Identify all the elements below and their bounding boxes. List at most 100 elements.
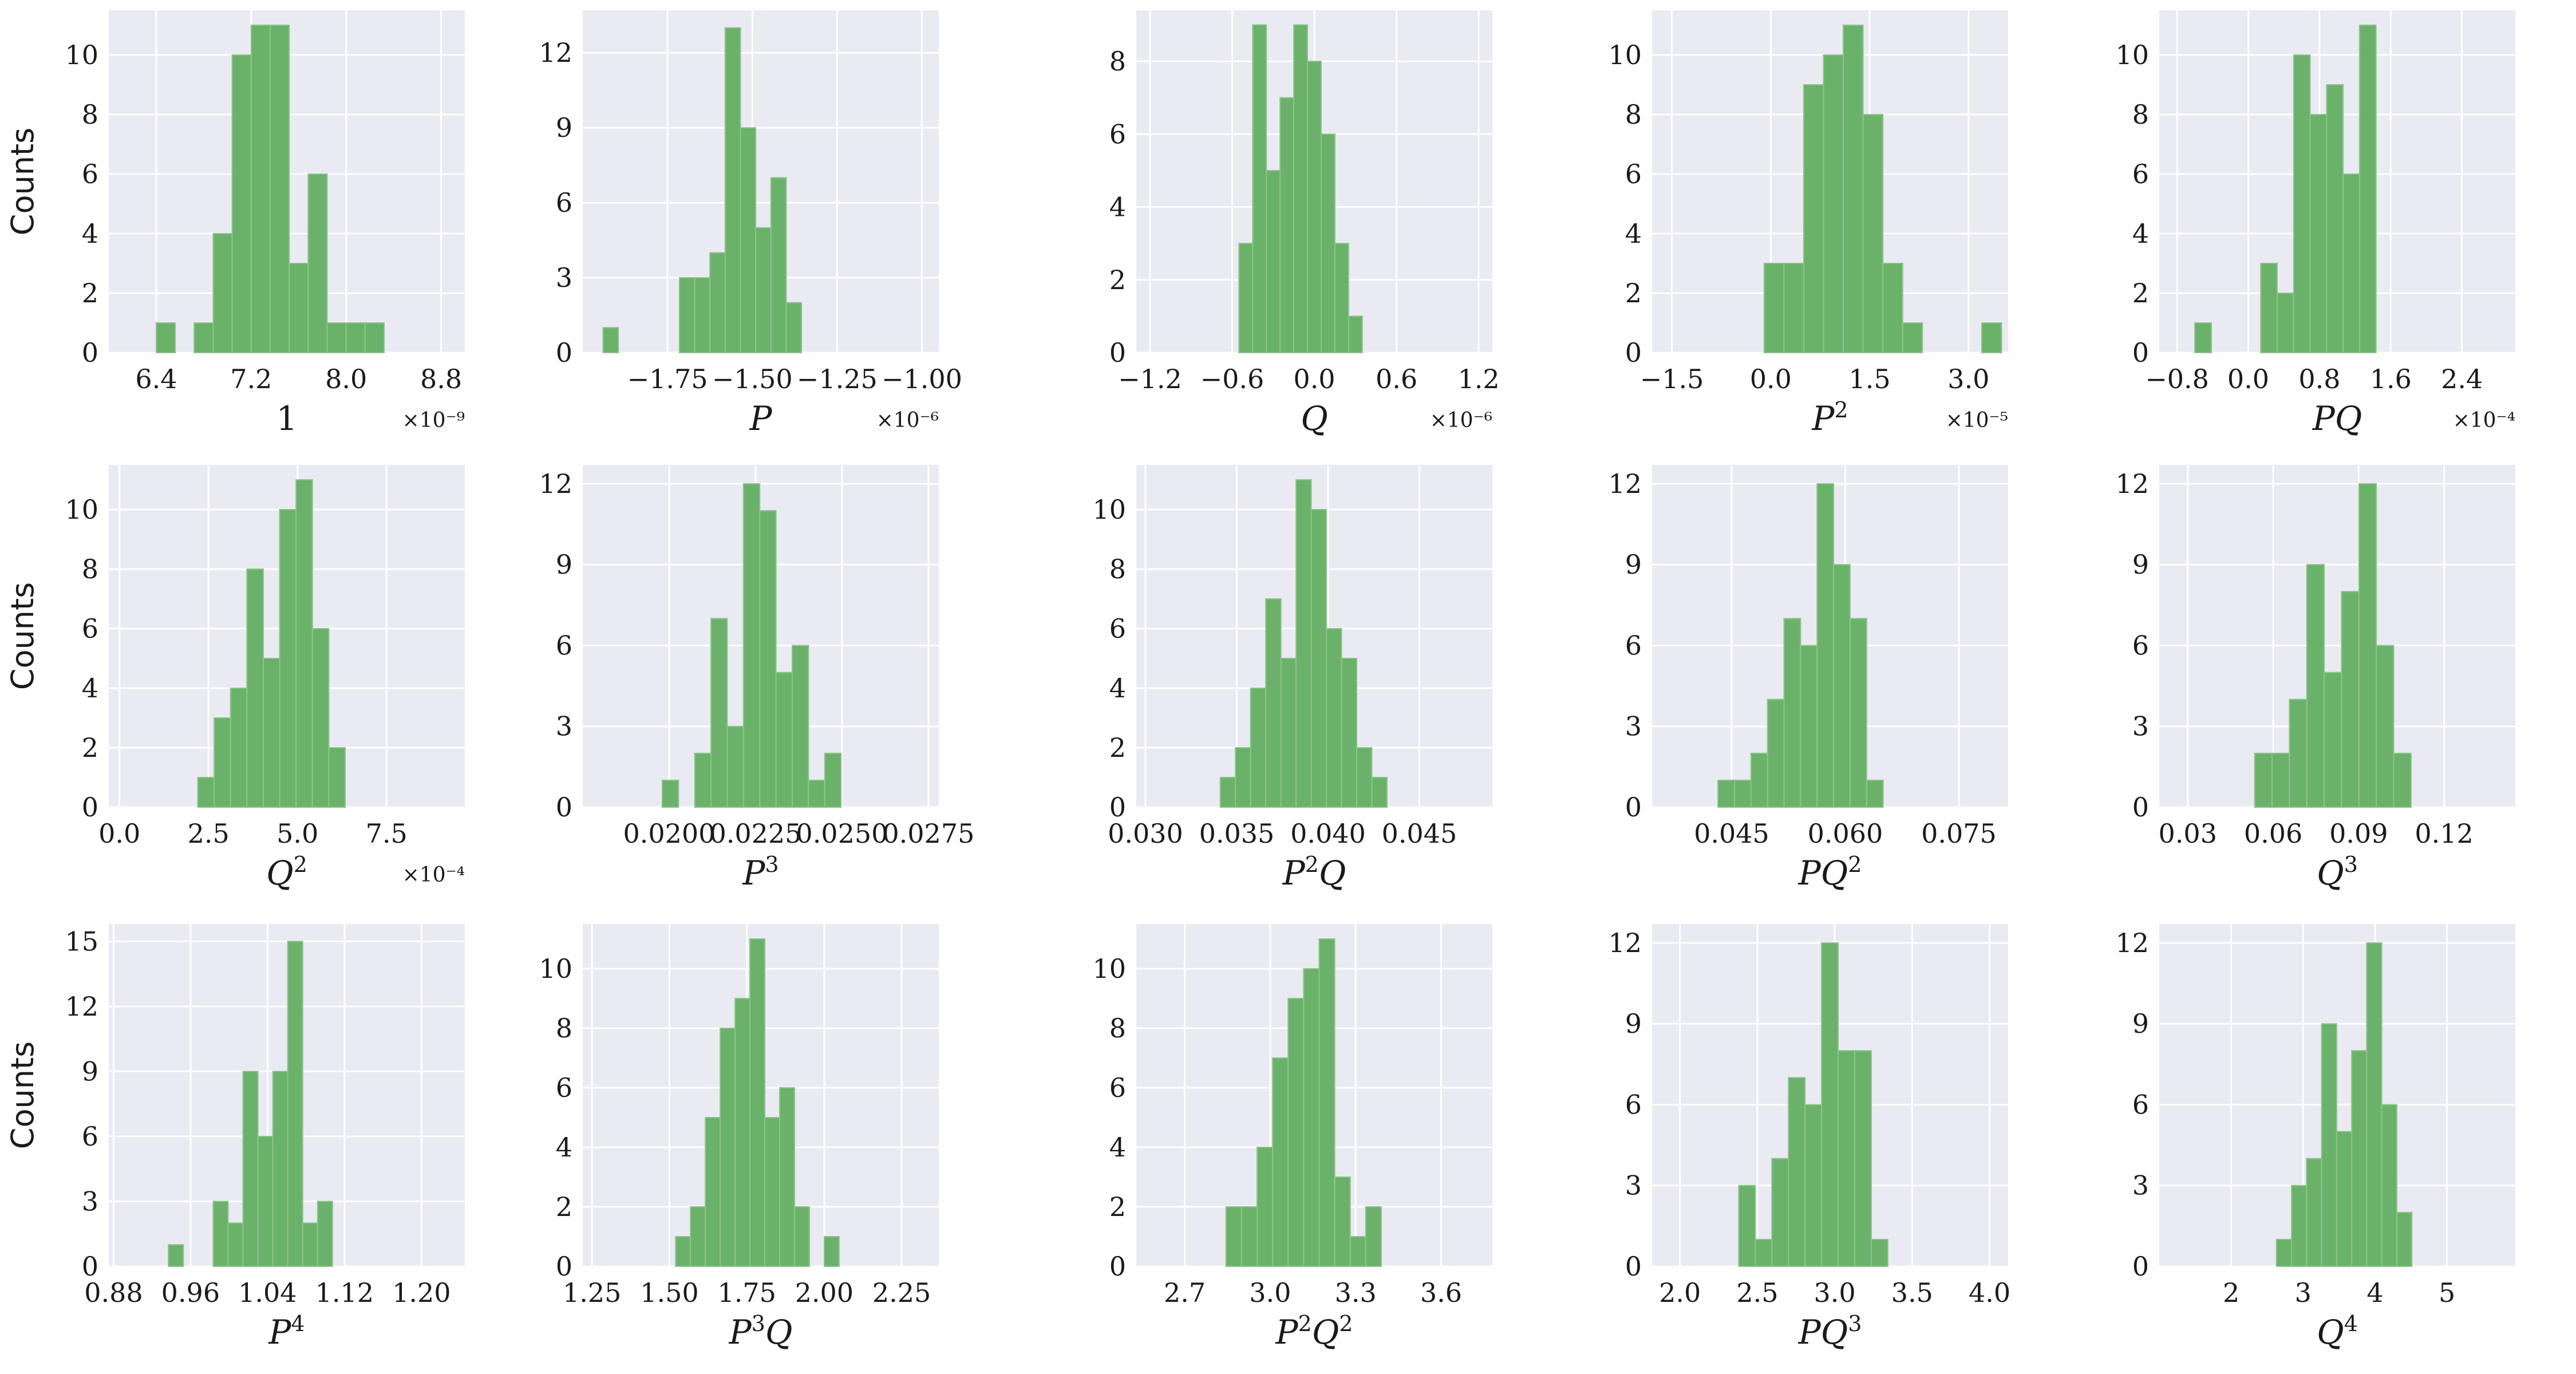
x-tick-label: 0.060 [1808,818,1883,849]
y-axis-label: Counts [5,128,41,236]
y-tick-label: 0 [1109,337,1126,368]
histogram-bar [242,1071,259,1267]
histogram-bar [1334,1176,1351,1267]
histogram-bar [1849,618,1867,808]
x-axis-label: 1 [276,399,298,438]
histogram-bar [602,327,619,353]
histogram-bar [1310,509,1327,808]
histogram-panel-5: 0 2 4 6 8 10 −0.8 0.0 0.8 1.6 2.4 PQ ×10⁻⁴ [2115,10,2515,438]
y-tick-label: 8 [556,1013,572,1044]
y-tick-label: 9 [556,112,572,143]
axis-exponent-label: ×10⁻⁵ [1946,409,2008,432]
y-tick-label: 3 [82,1186,98,1217]
x-tick-label: 2 [2223,1277,2239,1308]
y-tick-label: 4 [2132,218,2149,249]
x-tick-label: 3.0 [1814,1277,1856,1308]
histogram-bar [2309,114,2328,353]
histogram-bar [364,322,385,353]
x-tick-label: 0.0 [2227,364,2269,394]
histogram-bar [2324,672,2342,808]
x-tick-label: 2.5 [1736,1277,1778,1308]
y-tick-label: 3 [1625,1170,1642,1201]
x-tick-label: 0.040 [1290,818,1366,849]
histogram-bar [705,1117,721,1267]
histogram-panel-8: 0 2 4 6 8 10 0.030 0.035 0.040 0.045 P2Q [1092,465,1492,893]
histogram-bar [1240,1206,1258,1267]
y-tick-label: 6 [1109,613,1126,644]
x-tick-label: 1.20 [392,1277,451,1308]
histogram-bar [2260,263,2278,353]
y-tick-label: 2 [82,732,98,763]
x-tick-label: 0.035 [1199,818,1275,849]
histogram-panel-15: 0 3 6 9 12 2 3 4 5 Q4 [2115,924,2515,1352]
histogram-bar [1738,1185,1756,1268]
axis-exponent-label: ×10⁻⁶ [1430,409,1492,432]
histogram-bar [1717,779,1735,808]
x-tick-label: 3.0 [1947,364,1989,394]
histogram-bar [1238,243,1254,353]
histogram-bar [1303,968,1320,1267]
histogram-bar [2381,1104,2397,1268]
histogram-bar [1235,747,1251,808]
x-axis-label: PQ3 [1798,1311,1862,1352]
y-tick-label: 3 [556,711,572,742]
y-tick-label: 8 [1109,554,1126,585]
histogram-bar [1771,1158,1789,1268]
histogram-bar [1326,628,1342,808]
histogram-bar [2351,1050,2368,1268]
y-tick-label: 2 [1625,278,1642,309]
histogram-bar [1870,1238,1888,1267]
histogram-bar [2275,1238,2293,1267]
histogram-bar [279,509,297,808]
y-tick-label: 6 [1625,630,1642,661]
y-tick-label: 10 [2115,40,2149,70]
y-tick-label: 2 [82,278,98,309]
y-tick-label: 0 [1109,792,1126,823]
histogram-bar [1272,1057,1289,1267]
x-tick-label: 3.3 [1335,1277,1377,1308]
histogram-bar [295,479,313,808]
histogram-bar [272,1071,289,1267]
histogram-bar [302,1222,318,1267]
y-tick-label: 12 [539,468,572,499]
x-tick-label: −1.75 [627,364,708,394]
y-tick-label: 6 [82,613,98,644]
histogram-bar [755,227,772,353]
y-tick-label: 0 [556,337,572,368]
histogram-bar [289,263,309,353]
x-tick-label: 0.075 [1921,818,1997,849]
y-tick-label: 9 [82,1056,98,1087]
histogram-bar [262,658,280,808]
y-tick-label: 0 [2132,337,2149,368]
histogram-bar [212,233,233,353]
x-tick-label: 0.6 [1376,364,1417,394]
x-tick-label: 0.045 [1694,818,1769,849]
x-tick-label: 0.09 [2329,818,2388,849]
axis-exponent-label: ×10⁻⁶ [876,409,939,432]
x-tick-label: 1.12 [315,1277,374,1308]
y-tick-label: 4 [82,218,98,249]
y-tick-label: 2 [556,1191,572,1222]
y-tick-label: 4 [1625,218,1642,249]
y-tick-label: 6 [82,1121,98,1152]
histogram-bar [2396,1211,2413,1267]
y-tick-label: 0 [2132,792,2149,823]
histogram-bar [1250,688,1267,808]
histogram-bar [2366,942,2383,1267]
y-axis-label: Counts [5,1041,41,1150]
histogram-bar [345,322,366,353]
histogram-bar [690,1206,706,1267]
x-tick-label: 0.0250 [796,818,888,849]
x-tick-label: 0.0275 [882,818,974,849]
histogram-panel-4: 0 2 4 6 8 10 −1.5 0.0 1.5 3.0 P2 ×10⁻⁵ [1608,10,2008,438]
histogram-bar [1788,1077,1806,1267]
y-tick-label: 8 [1625,99,1642,130]
x-tick-label: 7.5 [366,818,408,849]
y-tick-label: 6 [556,187,572,218]
x-axis-label: PQ2 [1798,852,1862,893]
histogram-bar [694,752,712,808]
y-tick-label: 8 [82,99,98,130]
x-tick-label: 1.50 [640,1277,698,1308]
axis-exponent-label: ×10⁻⁴ [2453,409,2515,432]
x-tick-label: 3.6 [1420,1277,1462,1308]
